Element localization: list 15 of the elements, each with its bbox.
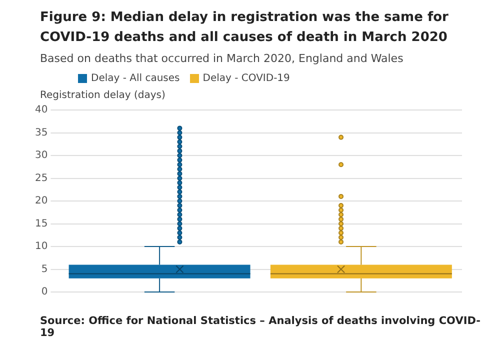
y-tick-label: 10 — [34, 241, 48, 252]
source-note: Source: Office for National Statistics – Analysis of deaths involving COVID-19 — [39, 315, 482, 339]
chart-subtitle: Based on deaths that occurred in March 2020, England and Wales — [39, 52, 404, 65]
y-axis-title: Registration delay (days) — [39, 90, 166, 101]
y-tick-label: 35 — [34, 127, 48, 138]
y-tick-label: 20 — [34, 196, 48, 207]
y-tick-label: 0 — [41, 286, 48, 298]
y-tick-label: 15 — [34, 218, 48, 230]
y-tick-label: 25 — [34, 172, 48, 184]
chart-title: Figure 9: Median delay in registration was the same for COVID-19 deaths and all causes of death in March 2020 — [39, 9, 450, 47]
legend-label: Delay - All causes — [91, 73, 180, 84]
y-tick-label: 30 — [34, 150, 48, 162]
y-tick-label: 5 — [41, 264, 48, 275]
y-tick-label: 40 — [34, 104, 48, 116]
legend-label: Delay - COVID-19 — [202, 73, 290, 84]
